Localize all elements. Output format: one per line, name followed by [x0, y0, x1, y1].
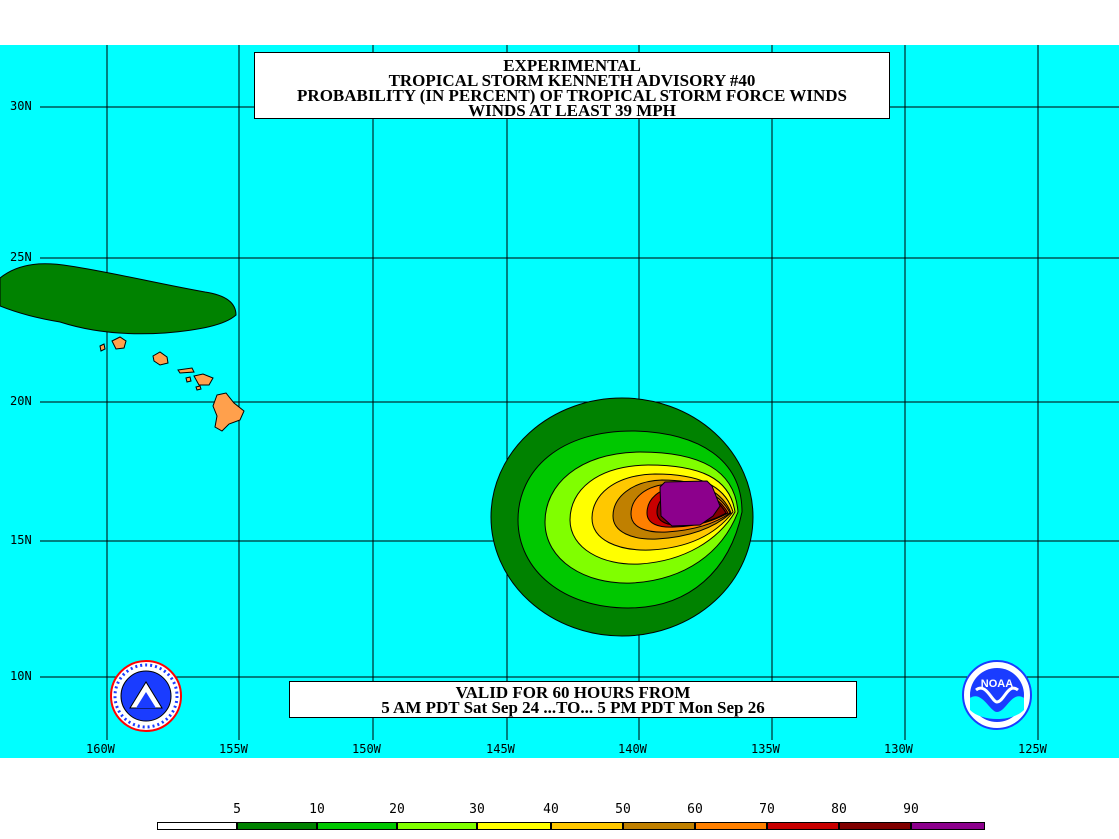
lat-label-20n: 20N [10, 394, 32, 408]
noaa-logo-icon: NOAA [962, 660, 1032, 730]
probability-area-northwest [0, 263, 237, 335]
legend-tick-30: 30 [469, 802, 485, 817]
lat-label-30n: 30N [10, 99, 32, 113]
legend-swatch-4 [477, 822, 551, 830]
island-maui [193, 373, 214, 386]
lon-label-155w: 155W [219, 742, 248, 756]
contour-90 [659, 480, 721, 527]
island-kahoolawe [195, 385, 202, 391]
valid-line-2: 5 AM PDT Sat Sep 24 ...TO... 5 PM PDT Mo… [381, 698, 765, 717]
legend-tick-10: 10 [309, 802, 325, 817]
lat-label-10n: 10N [10, 669, 32, 683]
lon-label-125w: 125W [1018, 742, 1047, 756]
legend-tick-40: 40 [543, 802, 559, 817]
island-kauai [111, 336, 127, 350]
legend-tick-50: 50 [615, 802, 631, 817]
island-niihau [99, 343, 106, 352]
title-line-1: EXPERIMENTAL [503, 56, 641, 75]
legend-swatch-3 [397, 822, 477, 830]
legend-tick-60: 60 [687, 802, 703, 817]
lon-label-130w: 130W [884, 742, 913, 756]
legend-tick-70: 70 [759, 802, 775, 817]
title-line-2: TROPICAL STORM KENNETH ADVISORY #40 [388, 71, 756, 90]
legend-tick-90: 90 [903, 802, 919, 817]
legend-swatch-8 [767, 822, 839, 830]
legend-swatch-1 [237, 822, 317, 830]
lat-label-25n: 25N [10, 250, 32, 264]
legend-swatch-10 [911, 822, 985, 830]
lon-label-135w: 135W [751, 742, 780, 756]
title-line-4: WINDS AT LEAST 39 MPH [468, 101, 676, 120]
legend-swatch-2 [317, 822, 397, 830]
island-oahu [152, 351, 169, 366]
lon-label-140w: 140W [618, 742, 647, 756]
nws-logo-icon [110, 660, 182, 732]
valid-line-1: VALID FOR 60 HOURS FROM [455, 683, 691, 702]
legend-tick-5: 5 [233, 802, 241, 817]
lat-label-15n: 15N [10, 533, 32, 547]
probability-contours [490, 397, 754, 637]
lon-label-160w: 160W [86, 742, 115, 756]
legend-swatch-9 [839, 822, 911, 830]
legend-tick-20: 20 [389, 802, 405, 817]
island-molokai [177, 367, 195, 374]
legend-tick-80: 80 [831, 802, 847, 817]
island-lanai [185, 376, 192, 383]
lon-label-150w: 150W [352, 742, 381, 756]
title-line-3: PROBABILITY (IN PERCENT) OF TROPICAL STO… [297, 86, 847, 105]
valid-period-box: VALID FOR 60 HOURS FROM 5 AM PDT Sat Sep… [289, 681, 857, 718]
noaa-logo-text: NOAA [981, 678, 1013, 690]
legend-swatch-5 [551, 822, 623, 830]
graticule [40, 45, 1119, 740]
legend-swatch-0 [157, 822, 237, 830]
title-box: EXPERIMENTAL TROPICAL STORM KENNETH ADVI… [254, 52, 890, 119]
island-hawaii [212, 392, 245, 432]
lon-label-145w: 145W [486, 742, 515, 756]
hawaii-islands [99, 336, 245, 432]
legend-swatch-7 [695, 822, 767, 830]
legend-swatch-6 [623, 822, 695, 830]
